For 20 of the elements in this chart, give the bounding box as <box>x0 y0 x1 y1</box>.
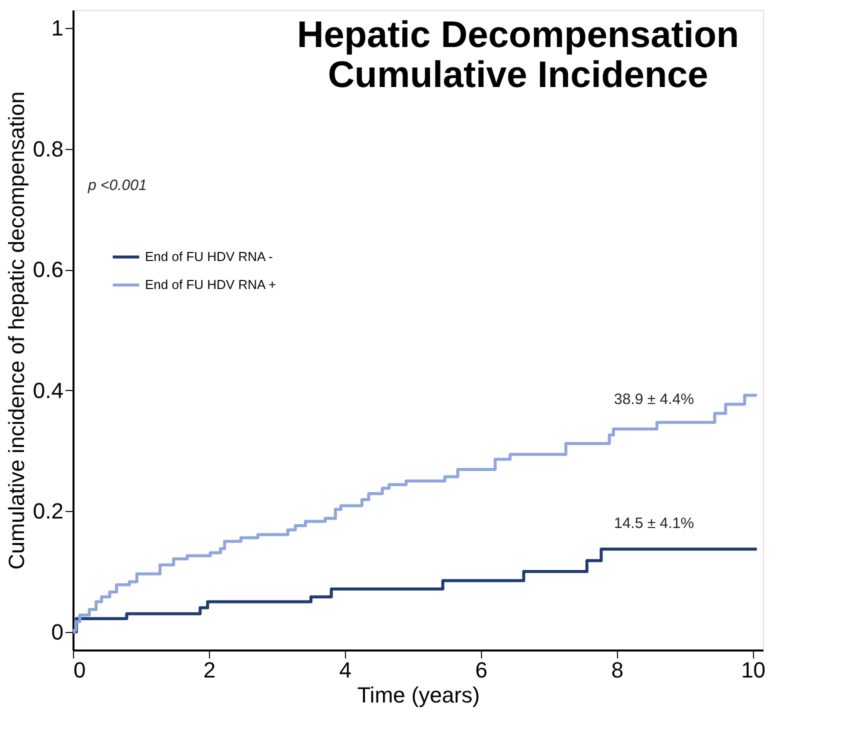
legend-label: End of FU HDV RNA - <box>145 249 273 264</box>
y-tick-label: 0.6 <box>32 257 64 282</box>
x-tick-label: 2 <box>203 658 216 682</box>
x-tick-label: 10 <box>741 658 766 682</box>
annotation: 14.5 ± 4.1% <box>614 515 694 532</box>
x-tick-label: 8 <box>611 658 624 682</box>
x-axis-title: Time (years) <box>357 682 480 708</box>
y-tick-label: 0.8 <box>32 136 64 162</box>
y-tick-label: 0.2 <box>32 498 64 524</box>
x-tick-label: 0 <box>74 658 86 682</box>
annotation: p <0.001 <box>87 177 147 194</box>
y-tick-label: 1 <box>51 16 64 41</box>
y-tick-label: 0.4 <box>32 378 64 403</box>
y-axis-title: Cumulative incidence of hepatic decompensation <box>4 91 29 570</box>
y-tick-label: 0 <box>51 619 64 644</box>
x-tick-label: 6 <box>475 658 488 682</box>
annotation: 38.9 ± 4.4% <box>614 391 694 408</box>
legend-label: End of FU HDV RNA + <box>145 277 276 292</box>
text: Hepatic Decompensation Cumulative Incidence <box>296 14 740 95</box>
x-tick-label: 4 <box>339 658 352 682</box>
